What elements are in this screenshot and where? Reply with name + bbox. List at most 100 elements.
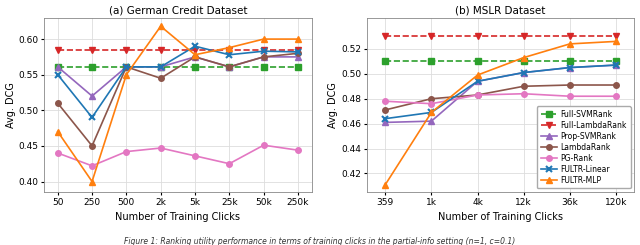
FULTR-MLP [260,38,268,41]
Full-LambdaRank [381,35,389,38]
Line: Full-SVMRank: Full-SVMRank [383,59,619,64]
Prop-SVMRank [122,65,130,68]
FULTR-MLP [612,40,620,43]
Prop-SVMRank [612,64,620,67]
Full-LambdaRank [157,49,164,52]
Y-axis label: Avg. DCG: Avg. DCG [328,82,339,128]
FULTR-MLP [381,183,389,186]
PG-Rank [157,147,164,149]
LambdaRank [54,102,61,105]
Title: (a) German Credit Dataset: (a) German Credit Dataset [109,6,247,15]
FULTR-Linear [428,111,435,114]
Prop-SVMRank [88,95,96,98]
FULTR-MLP [191,53,199,56]
FULTR-MLP [122,73,130,76]
Full-LambdaRank [88,49,96,52]
PG-Rank [260,144,268,147]
PG-Rank [54,152,61,155]
FULTR-Linear [520,71,527,74]
PG-Rank [381,100,389,103]
Y-axis label: Avg. DCG: Avg. DCG [6,82,15,128]
FULTR-Linear [612,64,620,67]
Full-LambdaRank [191,49,199,52]
LambdaRank [225,65,233,68]
Full-LambdaRank [294,49,302,52]
FULTR-Linear [474,80,481,83]
LambdaRank [260,55,268,58]
FULTR-MLP [54,130,61,133]
Full-LambdaRank [612,35,620,38]
Full-SVMRank [225,65,233,68]
Line: LambdaRank: LambdaRank [55,50,301,149]
Prop-SVMRank [381,121,389,124]
LambdaRank [520,85,527,88]
Line: Full-SVMRank: Full-SVMRank [55,64,301,70]
Full-SVMRank [122,65,130,68]
Line: Prop-SVMRank: Prop-SVMRank [55,54,301,99]
FULTR-MLP [566,42,573,45]
PG-Rank [428,102,435,105]
Full-LambdaRank [122,49,130,52]
X-axis label: Number of Training Clicks: Number of Training Clicks [438,212,563,222]
Line: FULTR-MLP: FULTR-MLP [383,39,619,187]
Prop-SVMRank [294,55,302,58]
Full-SVMRank [474,60,481,63]
Full-SVMRank [54,65,61,68]
FULTR-Linear [225,53,233,56]
Line: Full-LambdaRank: Full-LambdaRank [55,48,301,53]
Line: FULTR-Linear: FULTR-Linear [54,43,301,121]
Prop-SVMRank [566,66,573,69]
PG-Rank [294,149,302,152]
FULTR-Linear [294,50,302,53]
Legend: Full-SVMRank, Full-LambdaRank, Prop-SVMRank, LambdaRank, PG-Rank, FULTR-Linear, : Full-SVMRank, Full-LambdaRank, Prop-SVMR… [537,106,630,188]
FULTR-Linear [54,73,61,76]
Prop-SVMRank [520,71,527,74]
LambdaRank [157,77,164,80]
LambdaRank [191,55,199,58]
PG-Rank [122,150,130,153]
FULTR-Linear [88,116,96,119]
FULTR-Linear [157,65,164,68]
Line: LambdaRank: LambdaRank [383,82,619,113]
LambdaRank [428,97,435,100]
Title: (b) MSLR Dataset: (b) MSLR Dataset [456,6,546,15]
FULTR-MLP [88,180,96,183]
PG-Rank [191,154,199,157]
FULTR-MLP [428,111,435,114]
LambdaRank [294,52,302,55]
Full-SVMRank [260,65,268,68]
Full-LambdaRank [520,35,527,38]
Line: Full-LambdaRank: Full-LambdaRank [383,34,619,39]
PG-Rank [520,92,527,95]
LambdaRank [122,65,130,68]
FULTR-Linear [566,66,573,69]
Full-SVMRank [294,65,302,68]
Full-SVMRank [88,65,96,68]
Full-SVMRank [566,60,573,63]
FULTR-Linear [191,45,199,48]
Prop-SVMRank [191,55,199,58]
LambdaRank [566,84,573,86]
FULTR-Linear [260,50,268,53]
Full-LambdaRank [428,35,435,38]
LambdaRank [474,94,481,97]
Full-LambdaRank [566,35,573,38]
FULTR-MLP [474,74,481,76]
Full-SVMRank [191,65,199,68]
Full-SVMRank [381,60,389,63]
FULTR-MLP [225,46,233,49]
Prop-SVMRank [428,120,435,123]
Full-LambdaRank [474,35,481,38]
LambdaRank [612,84,620,86]
LambdaRank [88,145,96,147]
LambdaRank [381,109,389,111]
Full-LambdaRank [225,49,233,52]
Full-SVMRank [428,60,435,63]
Prop-SVMRank [474,80,481,83]
Full-SVMRank [520,60,527,63]
Prop-SVMRank [54,65,61,68]
Prop-SVMRank [260,55,268,58]
Prop-SVMRank [225,65,233,68]
Prop-SVMRank [157,65,164,68]
X-axis label: Number of Training Clicks: Number of Training Clicks [115,212,241,222]
